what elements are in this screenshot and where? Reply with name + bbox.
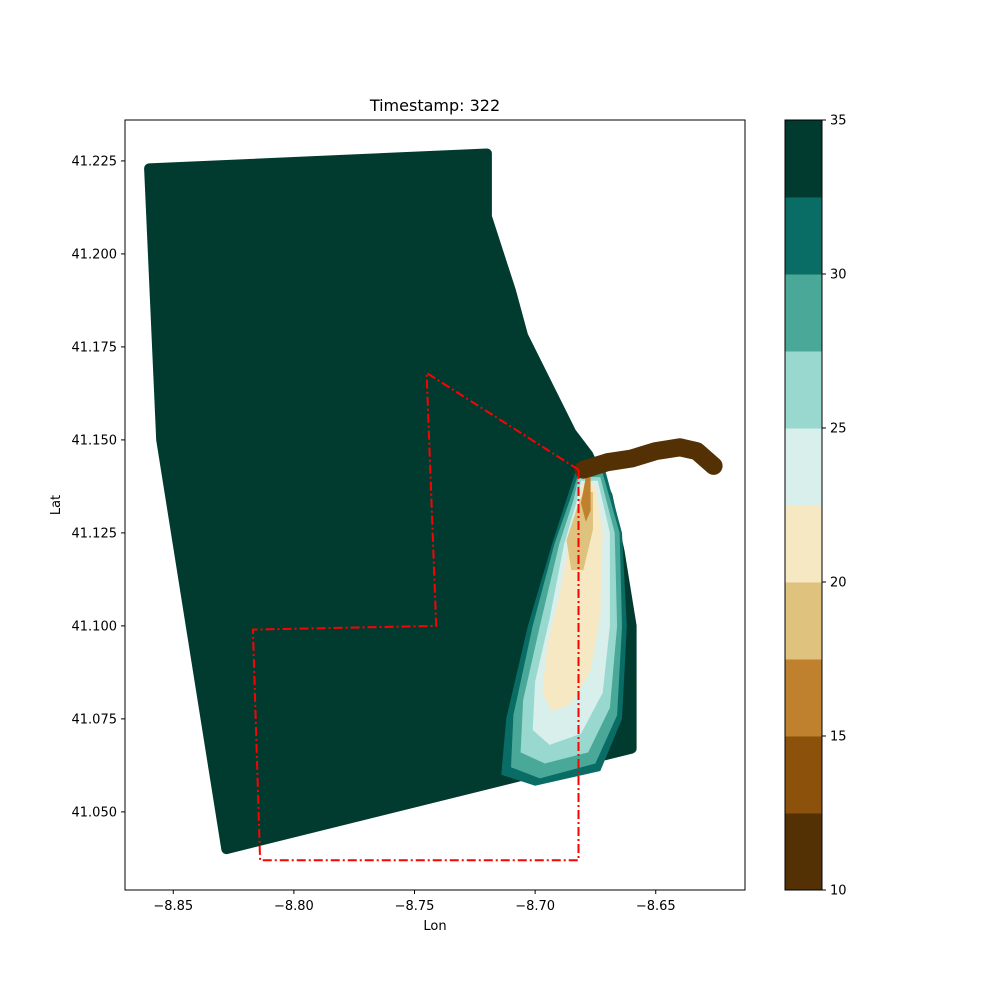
y-tick-label: 41.200 xyxy=(72,247,118,262)
y-tick-label: 41.100 xyxy=(72,619,118,634)
y-tick-label: 41.125 xyxy=(72,526,118,541)
y-tick-label: 41.075 xyxy=(72,712,118,727)
x-axis: −8.85 −8.80 −8.75 −8.70 −8.65 xyxy=(153,890,675,914)
colorbar-segment xyxy=(785,813,822,891)
y-axis-label: Lat xyxy=(49,495,64,515)
y-tick-label: 41.150 xyxy=(72,433,118,448)
x-tick-label: −8.70 xyxy=(515,899,555,914)
colorbar-tick-label: 35 xyxy=(830,114,847,129)
river-band xyxy=(583,447,713,469)
colorbar-segment xyxy=(785,428,822,506)
colorbar-segment xyxy=(785,582,822,660)
colorbar-tick-label: 30 xyxy=(830,268,847,283)
colorbar-segment xyxy=(785,505,822,583)
x-tick-label: −8.85 xyxy=(153,899,193,914)
y-axis: 41.050 41.075 41.100 41.125 41.150 41.175 41.2… xyxy=(72,154,126,820)
colorbar-segment xyxy=(785,197,822,275)
colorbar-segment xyxy=(785,659,822,737)
x-tick-label: −8.65 xyxy=(636,899,676,914)
colorbar-tick-label: 20 xyxy=(830,576,847,591)
colorbar-segment xyxy=(785,351,822,429)
y-tick-label: 41.225 xyxy=(72,154,118,169)
colorbar-segment xyxy=(785,274,822,352)
x-tick-label: −8.80 xyxy=(274,899,314,914)
colorbar-tick-label: 15 xyxy=(830,730,847,745)
x-tick-label: −8.75 xyxy=(395,899,435,914)
y-tick-label: 41.175 xyxy=(72,340,118,355)
colorbar-tick-label: 25 xyxy=(830,422,847,437)
colorbar-tick-label: 10 xyxy=(830,884,847,899)
plot-area xyxy=(149,154,714,861)
colorbar-segment xyxy=(785,736,822,814)
y-tick-label: 41.050 xyxy=(72,805,118,820)
x-axis-label: Lon xyxy=(423,919,446,934)
colorbar-segment xyxy=(785,120,822,198)
colorbar: 10 15 20 25 30 35 xyxy=(785,114,847,899)
chart-title: Timestamp: 322 xyxy=(369,96,500,115)
